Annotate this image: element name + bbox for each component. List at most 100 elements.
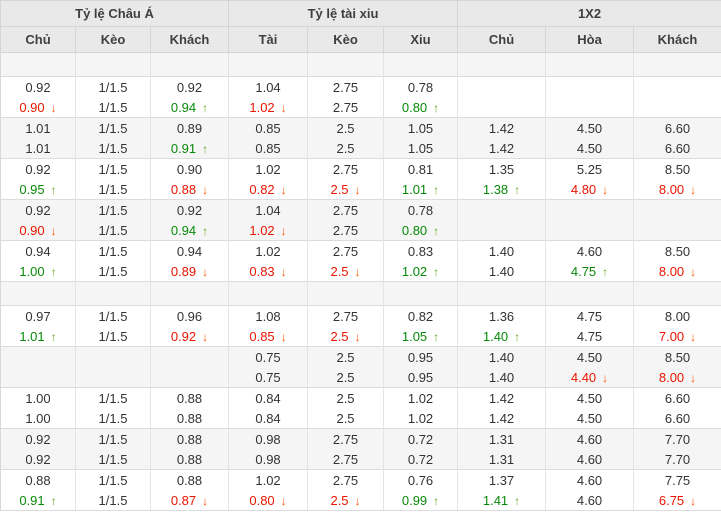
trend-up-icon: ↑ bbox=[433, 182, 440, 197]
odds-value: 0.94 bbox=[170, 99, 197, 115]
trend-up-icon: ↑ bbox=[433, 329, 440, 344]
odds-value: 1.05 bbox=[407, 120, 434, 136]
empty-cell bbox=[149, 52, 229, 77]
odds-value: 1.37 bbox=[488, 472, 515, 488]
column-header-ah-away: Khách bbox=[149, 26, 230, 53]
odds-cell: 4.60 bbox=[545, 240, 634, 261]
odds-cell: 0.81 bbox=[383, 158, 458, 179]
odds-value: 0.83 bbox=[249, 263, 275, 279]
odds-value: 2.5 bbox=[336, 390, 355, 406]
odds-value: 2.75 bbox=[332, 202, 359, 218]
odds-value: 4.60 bbox=[576, 451, 603, 467]
trend-down-icon: ↓ bbox=[690, 329, 697, 344]
odds-value: 7.00 bbox=[658, 328, 685, 344]
trend-down-icon: ↓ bbox=[50, 223, 57, 238]
odds-value: 1.00 bbox=[19, 263, 45, 279]
odds-cell: 1.31 bbox=[457, 449, 546, 470]
odds-value: 8.00 bbox=[664, 308, 691, 324]
trend-up-icon: ↑ bbox=[433, 100, 440, 115]
trend-up-icon: ↑ bbox=[50, 264, 57, 279]
column-header-ou-over: Tài bbox=[228, 26, 309, 53]
odds-value: 4.60 bbox=[576, 492, 603, 508]
odds-cell: 1/1.5 bbox=[75, 138, 151, 159]
odds-value: 0.95 bbox=[407, 369, 434, 385]
column-header-1x2-home: Chủ bbox=[457, 26, 547, 53]
empty-cell bbox=[545, 76, 634, 97]
empty-cell bbox=[545, 97, 634, 118]
odds-cell: 2.75 bbox=[307, 199, 384, 220]
odds-value: 0.92 bbox=[25, 451, 51, 467]
odds-cell: 1/1.5 bbox=[75, 428, 151, 449]
odds-value: 1/1.5 bbox=[98, 308, 128, 324]
odds-cell: 1.40 bbox=[457, 367, 546, 388]
odds-value: 0.91 bbox=[19, 492, 45, 508]
odds-cell: 1.04 bbox=[228, 199, 308, 220]
odds-row-opening: 0.92 1/1.5 0.92 1.04 2.75 0.78 bbox=[0, 199, 721, 220]
odds-value: 2.75 bbox=[332, 472, 359, 488]
column-header-ah-line: Kèo bbox=[75, 26, 151, 53]
trend-down-icon: ↓ bbox=[354, 264, 361, 279]
odds-cell-down: 2.5 ↓ bbox=[307, 326, 384, 347]
odds-cell: 0.98 bbox=[228, 428, 308, 449]
empty-cell bbox=[457, 76, 546, 97]
odds-cell: 1/1.5 bbox=[75, 240, 151, 261]
odds-cell-down: 0.89 ↓ bbox=[149, 261, 229, 282]
odds-cell: 2.5 bbox=[307, 117, 384, 138]
odds-cell: 1/1.5 bbox=[75, 326, 151, 347]
odds-cell: 1.02 bbox=[383, 387, 458, 408]
odds-value: 1/1.5 bbox=[98, 492, 128, 508]
odds-cell: 0.92 bbox=[149, 76, 229, 97]
empty-cell bbox=[633, 52, 721, 77]
odds-cell: 7.75 bbox=[633, 469, 721, 490]
odds-cell: 0.82 bbox=[383, 305, 458, 326]
odds-value: 0.88 bbox=[176, 410, 203, 426]
odds-value: 1.38 bbox=[482, 181, 509, 197]
odds-value: 2.5 bbox=[330, 181, 349, 197]
odds-value: 6.60 bbox=[664, 410, 691, 426]
trend-up-icon: ↑ bbox=[514, 493, 521, 508]
odds-value: 1/1.5 bbox=[98, 390, 128, 406]
odds-value: 0.90 bbox=[19, 99, 45, 115]
odds-cell: 6.60 bbox=[633, 117, 721, 138]
odds-value: 4.50 bbox=[576, 390, 603, 406]
empty-cell bbox=[0, 367, 76, 388]
odds-value: 1.31 bbox=[488, 451, 515, 467]
odds-cell: 0.92 bbox=[0, 428, 76, 449]
empty-cell bbox=[75, 346, 151, 367]
odds-cell: 0.88 bbox=[149, 387, 229, 408]
odds-cell: 0.72 bbox=[383, 428, 458, 449]
odds-row-current: 0.90 ↓ 1/1.5 0.94 ↑ 1.02 ↓ 2.75 0.80 ↑ bbox=[0, 97, 721, 118]
odds-value: 4.60 bbox=[576, 243, 603, 259]
odds-value: 0.95 bbox=[407, 349, 434, 365]
odds-value: 8.00 bbox=[658, 263, 685, 279]
trend-down-icon: ↓ bbox=[280, 329, 287, 344]
trend-down-icon: ↓ bbox=[602, 182, 609, 197]
odds-cell-up: 1.01 ↑ bbox=[383, 179, 458, 200]
odds-value: 0.90 bbox=[19, 222, 45, 238]
odds-cell: 0.75 bbox=[228, 346, 308, 367]
odds-cell: 1/1.5 bbox=[75, 408, 151, 429]
odds-value: 1.40 bbox=[488, 243, 515, 259]
odds-cell-down: 0.80 ↓ bbox=[228, 490, 308, 511]
odds-cell: 1/1.5 bbox=[75, 387, 151, 408]
spacer-row bbox=[0, 281, 721, 306]
odds-cell: 4.75 bbox=[545, 305, 634, 326]
group-header-asian-handicap: Tỷ lệ Châu Á bbox=[0, 0, 230, 27]
odds-cell: 0.78 bbox=[383, 199, 458, 220]
odds-value: 1/1.5 bbox=[98, 263, 128, 279]
odds-cell-down: 8.00 ↓ bbox=[633, 367, 721, 388]
odds-value: 0.75 bbox=[255, 349, 281, 365]
odds-cell-down: 0.85 ↓ bbox=[228, 326, 308, 347]
trend-up-icon: ↑ bbox=[50, 329, 57, 344]
odds-value: 2.75 bbox=[332, 161, 359, 177]
odds-cell-up: 0.80 ↑ bbox=[383, 220, 458, 241]
odds-value: 0.89 bbox=[170, 263, 197, 279]
odds-cell: 6.60 bbox=[633, 138, 721, 159]
odds-value: 4.50 bbox=[576, 140, 603, 156]
odds-value: 1.08 bbox=[255, 308, 281, 324]
odds-value: 1.40 bbox=[488, 349, 515, 365]
empty-cell bbox=[457, 97, 546, 118]
odds-value: 1/1.5 bbox=[98, 451, 128, 467]
odds-cell: 1.08 bbox=[228, 305, 308, 326]
odds-cell: 0.85 bbox=[228, 117, 308, 138]
